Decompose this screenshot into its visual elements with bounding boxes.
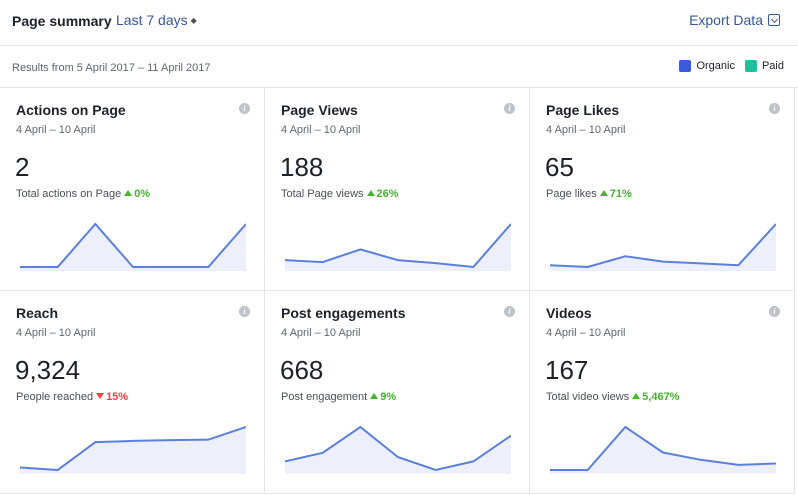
trend-indicator: 26%: [366, 188, 399, 200]
sparkline-area: [285, 427, 511, 474]
metric-card-reach[interactable]: Reach 4 April – 10 April i 9,324 People …: [0, 291, 265, 494]
info-icon[interactable]: i: [769, 103, 780, 114]
legend-label-paid: Paid: [761, 60, 784, 72]
card-title: Actions on Page: [16, 102, 126, 118]
card-description: Total actions on Page 0%: [16, 188, 150, 200]
card-value: 2: [15, 152, 30, 182]
card-description: Total video views 5,467%: [546, 391, 679, 403]
sparkline-area: [550, 427, 776, 474]
trend-arrow-icon: [366, 190, 375, 196]
card-description-text: Total video views: [546, 391, 630, 403]
card-description-text: Total actions on Page: [16, 188, 122, 200]
trend-arrow-icon: [370, 393, 379, 399]
card-title: Page Views: [281, 102, 358, 118]
metric-card-videos[interactable]: Videos 4 April – 10 April i 167 Total vi…: [530, 291, 795, 494]
card-description: People reached 15%: [16, 391, 128, 403]
export-data-button[interactable]: Export Data: [689, 12, 780, 28]
sparkline-line: [550, 223, 776, 269]
results-range-text: Results from 5 April 2017 – 11 April 201…: [12, 62, 211, 74]
card-value: 188: [280, 152, 324, 182]
metric-card-page-views[interactable]: Page Views 4 April – 10 April i 188 Tota…: [265, 88, 530, 291]
info-icon[interactable]: i: [504, 103, 515, 114]
card-description-text: People reached: [16, 391, 94, 403]
trend-value: 5,467%: [642, 391, 680, 403]
date-range-label: Last 7 days: [116, 12, 188, 28]
legend-item-paid: Paid: [744, 60, 784, 72]
sparkline-line: [285, 223, 511, 269]
card-date-range: 4 April – 10 April: [16, 327, 96, 339]
results-bar: Results from 5 April 2017 – 11 April 201…: [0, 46, 798, 88]
card-value: 65: [545, 152, 574, 182]
page-summary-title: Page summary: [12, 13, 112, 29]
sparkline-line: [285, 425, 511, 472]
legend-swatch-paid: [744, 60, 757, 72]
card-value: 167: [545, 355, 589, 385]
summary-header: Page summary Last 7 days ◆ Export Data: [0, 0, 798, 46]
metric-card-page-likes[interactable]: Page Likes 4 April – 10 April i 65 Page …: [530, 88, 795, 291]
sparkline-chart: [550, 223, 776, 271]
trend-value: 15%: [106, 391, 129, 403]
legend: Organic Paid: [669, 60, 784, 72]
sparkline-area: [285, 224, 511, 271]
trend-value: 26%: [376, 188, 399, 200]
card-description-text: Total Page views: [281, 188, 364, 200]
trend-indicator: 9%: [370, 391, 396, 403]
date-range-dropdown[interactable]: Last 7 days ◆: [116, 12, 197, 28]
card-date-range: 4 April – 10 April: [546, 327, 626, 339]
card-description-text: Post engagement: [281, 391, 368, 403]
trend-indicator: 71%: [599, 188, 632, 200]
sparkline-chart: [20, 222, 246, 271]
sparkline-chart: [285, 223, 511, 271]
trend-value: 71%: [609, 188, 632, 200]
sparkline-line: [20, 222, 246, 268]
legend-swatch-organic: [679, 60, 692, 72]
trend-arrow-icon: [632, 393, 641, 399]
metrics-grid: Actions on Page 4 April – 10 April i 2 T…: [0, 88, 798, 495]
card-value: 668: [280, 355, 324, 385]
card-title: Reach: [16, 305, 59, 321]
info-icon[interactable]: i: [504, 306, 515, 317]
card-title: Videos: [546, 305, 592, 321]
sparkline-chart: [550, 425, 776, 474]
card-date-range: 4 April – 10 April: [546, 124, 626, 136]
trend-indicator: 5,467%: [632, 391, 679, 403]
legend-label-organic: Organic: [696, 60, 735, 72]
download-icon: [768, 14, 780, 26]
sparkline-chart: [20, 426, 246, 474]
card-title: Post engagements: [281, 305, 406, 321]
trend-arrow-icon: [96, 393, 105, 399]
sparkline-line: [20, 426, 246, 472]
trend-arrow-icon: [124, 190, 133, 196]
info-icon[interactable]: i: [239, 306, 250, 317]
trend-value: 0%: [134, 188, 151, 200]
caret-down-icon: ◆: [190, 16, 197, 25]
legend-item-organic: Organic: [679, 60, 735, 72]
sparkline-chart: [285, 425, 511, 474]
card-description: Total Page views 26%: [281, 188, 399, 200]
trend-arrow-icon: [599, 190, 608, 196]
card-date-range: 4 April – 10 April: [16, 124, 96, 136]
card-description: Page likes 71%: [546, 188, 632, 200]
card-description: Post engagement 9%: [281, 391, 396, 403]
card-title: Page Likes: [546, 102, 620, 118]
info-icon[interactable]: i: [769, 306, 780, 317]
card-date-range: 4 April – 10 April: [281, 124, 361, 136]
trend-indicator: 0%: [124, 188, 150, 200]
card-date-range: 4 April – 10 April: [281, 327, 361, 339]
card-value: 9,324: [15, 355, 81, 385]
metric-card-post-engagements[interactable]: Post engagements 4 April – 10 April i 66…: [265, 291, 530, 494]
trend-value: 9%: [380, 391, 397, 403]
sparkline-area: [20, 427, 246, 474]
export-data-label: Export Data: [689, 12, 763, 28]
sparkline-line: [550, 425, 776, 471]
metric-card-actions-on-page[interactable]: Actions on Page 4 April – 10 April i 2 T…: [0, 88, 265, 291]
card-description-text: Page likes: [546, 188, 597, 200]
info-icon[interactable]: i: [239, 103, 250, 114]
sparkline-area: [20, 224, 246, 271]
sparkline-area: [550, 224, 776, 271]
trend-indicator: 15%: [96, 391, 128, 403]
